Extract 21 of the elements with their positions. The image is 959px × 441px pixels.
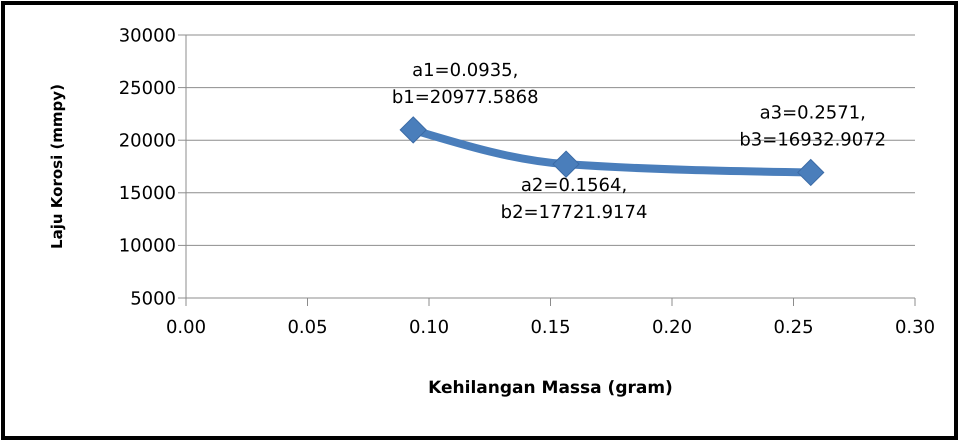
y-axis-title: Laju Korosi (mmpy) [48,84,66,249]
point [797,158,824,186]
annotation: a1=0.0935, b1=20977.5868 [392,60,539,108]
y-tick-label: 10000 [118,236,176,257]
x-tick-label: 0.20 [652,317,692,338]
x-tick-label: 0.15 [530,317,571,338]
annotation: a3=0.2571, b3=16932.9072 [739,102,886,150]
y-tick-label: 30000 [118,25,176,46]
x-tick-label: 0.00 [166,317,206,338]
x-tick-label: 0.05 [287,317,328,338]
annotation: a2=0.1564, b2=17721.9174 [500,175,648,224]
x-axis-title: Kehilangan Massa (gram) [428,378,673,398]
y-tick-label: 25000 [118,78,176,99]
x-tick-label: 0.25 [773,317,814,338]
y-tick-label: 20000 [118,130,176,152]
point [552,150,580,178]
x-tick-label: 0.30 [894,317,936,338]
point [400,116,427,144]
y-tick-label: 5000 [130,288,176,310]
x-tick-label: 0.10 [408,317,450,338]
y-tick-label: 15000 [118,183,176,204]
